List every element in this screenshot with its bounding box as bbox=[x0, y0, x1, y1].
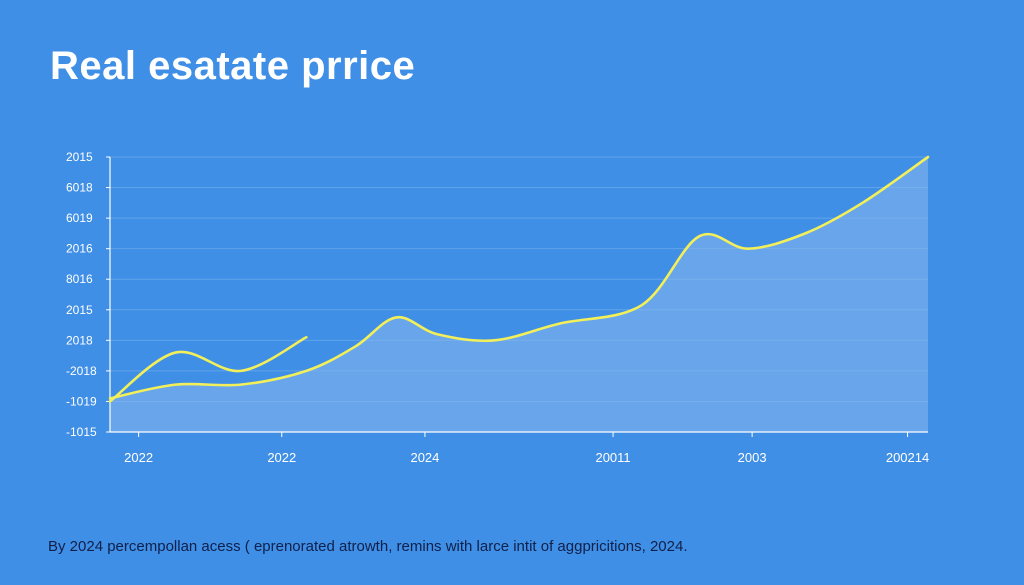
y-tick-label: 2015 bbox=[66, 150, 93, 164]
x-tick-label: 2022 bbox=[267, 450, 296, 465]
x-tick-label: 20011 bbox=[595, 450, 630, 465]
x-tick-label: 2024 bbox=[410, 450, 439, 465]
y-tick-label: 2016 bbox=[66, 242, 93, 256]
series-line-secondary bbox=[108, 335, 308, 403]
x-tick-label: 2003 bbox=[738, 450, 767, 465]
y-tick-label: 2015 bbox=[66, 303, 93, 317]
y-tick-label: -1015 bbox=[66, 425, 97, 439]
x-tick-label: 200214 bbox=[886, 450, 929, 465]
y-tick-label: 6018 bbox=[66, 181, 93, 195]
axes bbox=[109, 157, 928, 433]
y-tick-label: -1019 bbox=[66, 394, 97, 408]
y-tick-labels: 2015 6018 6019 2016 8016 2015 2018 -2018 -1019 -1… bbox=[66, 150, 97, 439]
series-lines bbox=[108, 155, 930, 403]
y-tick-label: 2018 bbox=[66, 333, 93, 347]
x-tick-label: 2022 bbox=[124, 450, 153, 465]
y-tick-label: 6019 bbox=[66, 211, 93, 225]
chart-title: Real esatate prrice bbox=[50, 44, 416, 88]
x-tick-labels: 2022 2022 2024 20011 2003 200214 bbox=[124, 432, 929, 465]
y-tick-label: 8016 bbox=[66, 272, 93, 286]
chart-caption: By 2024 percempollan acess ( eprenorated… bbox=[48, 538, 688, 555]
y-tick-label: -2018 bbox=[66, 364, 97, 378]
series-line-main bbox=[108, 155, 930, 400]
area-fill bbox=[110, 157, 928, 432]
